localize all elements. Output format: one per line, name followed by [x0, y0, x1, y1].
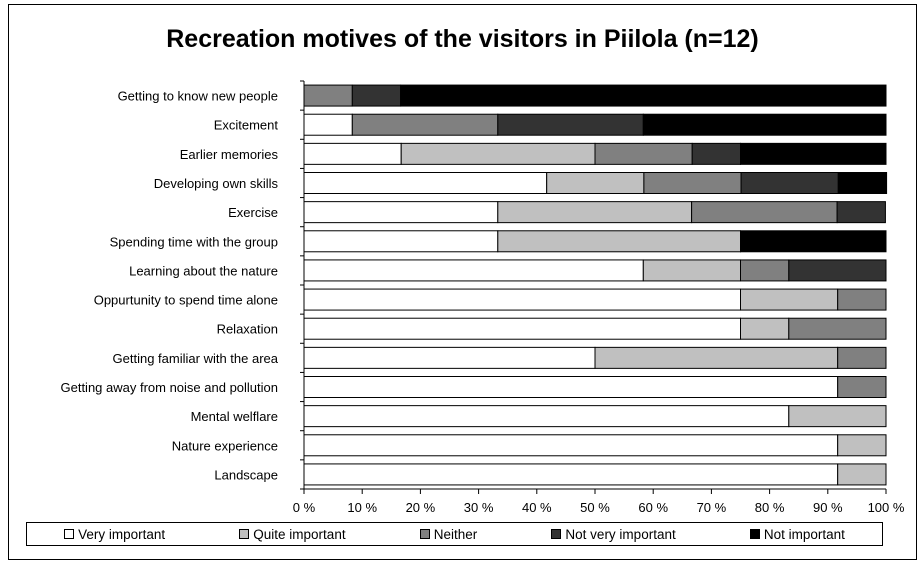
bar-segment — [303, 201, 499, 224]
bar-segment — [740, 288, 839, 311]
bar-segment — [740, 230, 887, 253]
legend-item: Not very important — [551, 526, 676, 542]
bar-segment — [837, 376, 887, 398]
bar-segment — [594, 346, 839, 369]
bar-segment — [788, 317, 887, 340]
legend-swatch — [551, 529, 562, 539]
bar-segment — [497, 201, 693, 224]
bar-segment — [642, 259, 742, 282]
bar-segment — [303, 259, 644, 282]
x-tick-label: 20 % — [406, 500, 436, 515]
bar-segment — [740, 142, 887, 165]
x-tick-label: 10 % — [347, 500, 377, 515]
bar-segment — [303, 230, 499, 253]
bar-segment — [837, 346, 887, 369]
legend-label: Neither — [433, 526, 478, 542]
bar-segment — [303, 113, 353, 136]
bar-segment — [691, 201, 838, 224]
x-tick-label: 60 % — [638, 500, 668, 515]
legend-item: Not important — [749, 526, 845, 542]
x-tick-label: 80 % — [755, 500, 785, 515]
x-tick-label: 90 % — [813, 500, 843, 515]
category-label: Nature experience — [172, 438, 278, 453]
category-label: Relaxation — [217, 322, 278, 337]
legend-item: Quite important — [239, 526, 346, 542]
bar-segment — [497, 230, 741, 253]
legend-label: Not important — [763, 526, 845, 542]
category-label: Mental welflare — [191, 409, 278, 424]
legend-item: Very important — [64, 527, 165, 542]
bar-segment — [351, 113, 499, 136]
category-label: Excitement — [214, 118, 279, 133]
category-label: Getting to know new people — [118, 89, 278, 104]
x-tick-label: 0 % — [293, 500, 316, 515]
x-tick-label: 100 % — [868, 500, 905, 515]
category-label: Spending time with the group — [110, 234, 278, 249]
bar-segment — [400, 142, 596, 165]
bar-segment — [788, 405, 887, 428]
legend-item: Neither — [419, 526, 478, 542]
bar-segment — [643, 172, 742, 194]
bar-segment — [303, 142, 402, 165]
x-tick-label: 30 % — [464, 500, 494, 515]
bar-segment — [303, 84, 353, 107]
x-tick-label: 70 % — [697, 500, 727, 515]
category-label: Developing own skills — [154, 176, 279, 191]
bar-segment — [642, 113, 887, 136]
bar-segment — [303, 317, 741, 340]
bar-segment — [788, 259, 887, 282]
bar-segment — [546, 172, 645, 194]
category-label: Getting familiar with the area — [113, 351, 279, 366]
bar-segment — [303, 463, 839, 486]
legend-swatch — [749, 529, 760, 539]
bar-segment — [594, 142, 693, 165]
legend-label: Not very important — [565, 526, 676, 542]
category-label: Oppurtunity to spend time alone — [94, 293, 278, 308]
bar-segment — [837, 172, 888, 194]
bar-segment — [351, 84, 402, 107]
category-label: Landscape — [214, 467, 278, 482]
category-label: Exercise — [228, 205, 278, 220]
legend-swatch — [419, 529, 430, 539]
category-label: Learning about the nature — [129, 263, 278, 278]
x-tick-label: 40 % — [522, 500, 552, 515]
bar-segment — [497, 113, 644, 136]
bar-segment — [837, 463, 887, 486]
bar-segment — [303, 376, 839, 398]
chart-title: Recreation motives of the visitors in Pi… — [166, 25, 759, 53]
x-tick-label: 50 % — [580, 500, 610, 515]
bar-segment — [740, 172, 839, 194]
bar-segment — [303, 346, 596, 369]
bar-segment — [400, 84, 887, 107]
category-label: Earlier memories — [180, 147, 279, 162]
legend-swatch — [239, 529, 250, 539]
bar-segment — [837, 434, 887, 457]
bar-segment — [837, 288, 887, 311]
bar-segment — [740, 317, 790, 340]
bar-segment — [740, 259, 790, 282]
bar-segment — [303, 405, 790, 428]
bar-segment — [303, 172, 548, 194]
bar-segment — [691, 142, 741, 165]
legend-swatch — [64, 529, 75, 539]
bar-segment — [303, 434, 839, 457]
legend-label: Quite important — [253, 526, 346, 542]
legend-label: Very important — [78, 526, 166, 542]
bar-segment — [303, 288, 741, 311]
chart-legend: Very important Quite important Neither Not … — [26, 522, 883, 546]
bar-segment — [836, 201, 886, 224]
category-label: Getting away from noise and pollution — [60, 380, 278, 395]
